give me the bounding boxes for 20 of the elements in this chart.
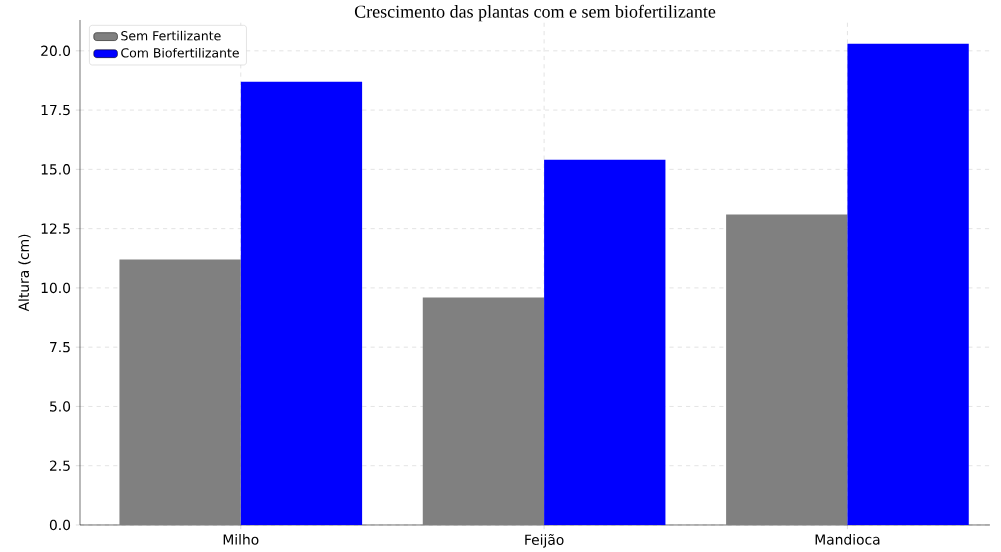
bar	[544, 159, 666, 525]
chart-title: Crescimento das plantas com e sem biofertilizante	[354, 4, 716, 22]
y-tick-label: 5.0	[50, 401, 71, 412]
bar	[726, 214, 848, 525]
bar	[240, 81, 363, 525]
y-tick-label: 12.5	[41, 223, 70, 234]
bar	[847, 43, 969, 525]
y-tick-label: 15.0	[41, 163, 71, 175]
y-tick-label: 7.5	[50, 341, 70, 353]
x-tick-label: Feijão	[525, 533, 564, 548]
legend-label: Sem Fertilizante	[121, 30, 221, 41]
y-tick-label: 20.0	[41, 45, 71, 56]
legend-label: Com Biofertilizante	[121, 47, 239, 58]
y-tick-label: 2.5	[49, 460, 70, 471]
y-axis-title: Altura (cm)	[18, 234, 31, 312]
y-tick-label: 0.0	[49, 519, 71, 531]
y-tick-label: 10.0	[41, 282, 71, 294]
x-tick-label: Milho	[223, 533, 259, 545]
x-tick-label: Mandioca	[815, 533, 880, 545]
y-tick-label: 17.5	[41, 104, 70, 116]
